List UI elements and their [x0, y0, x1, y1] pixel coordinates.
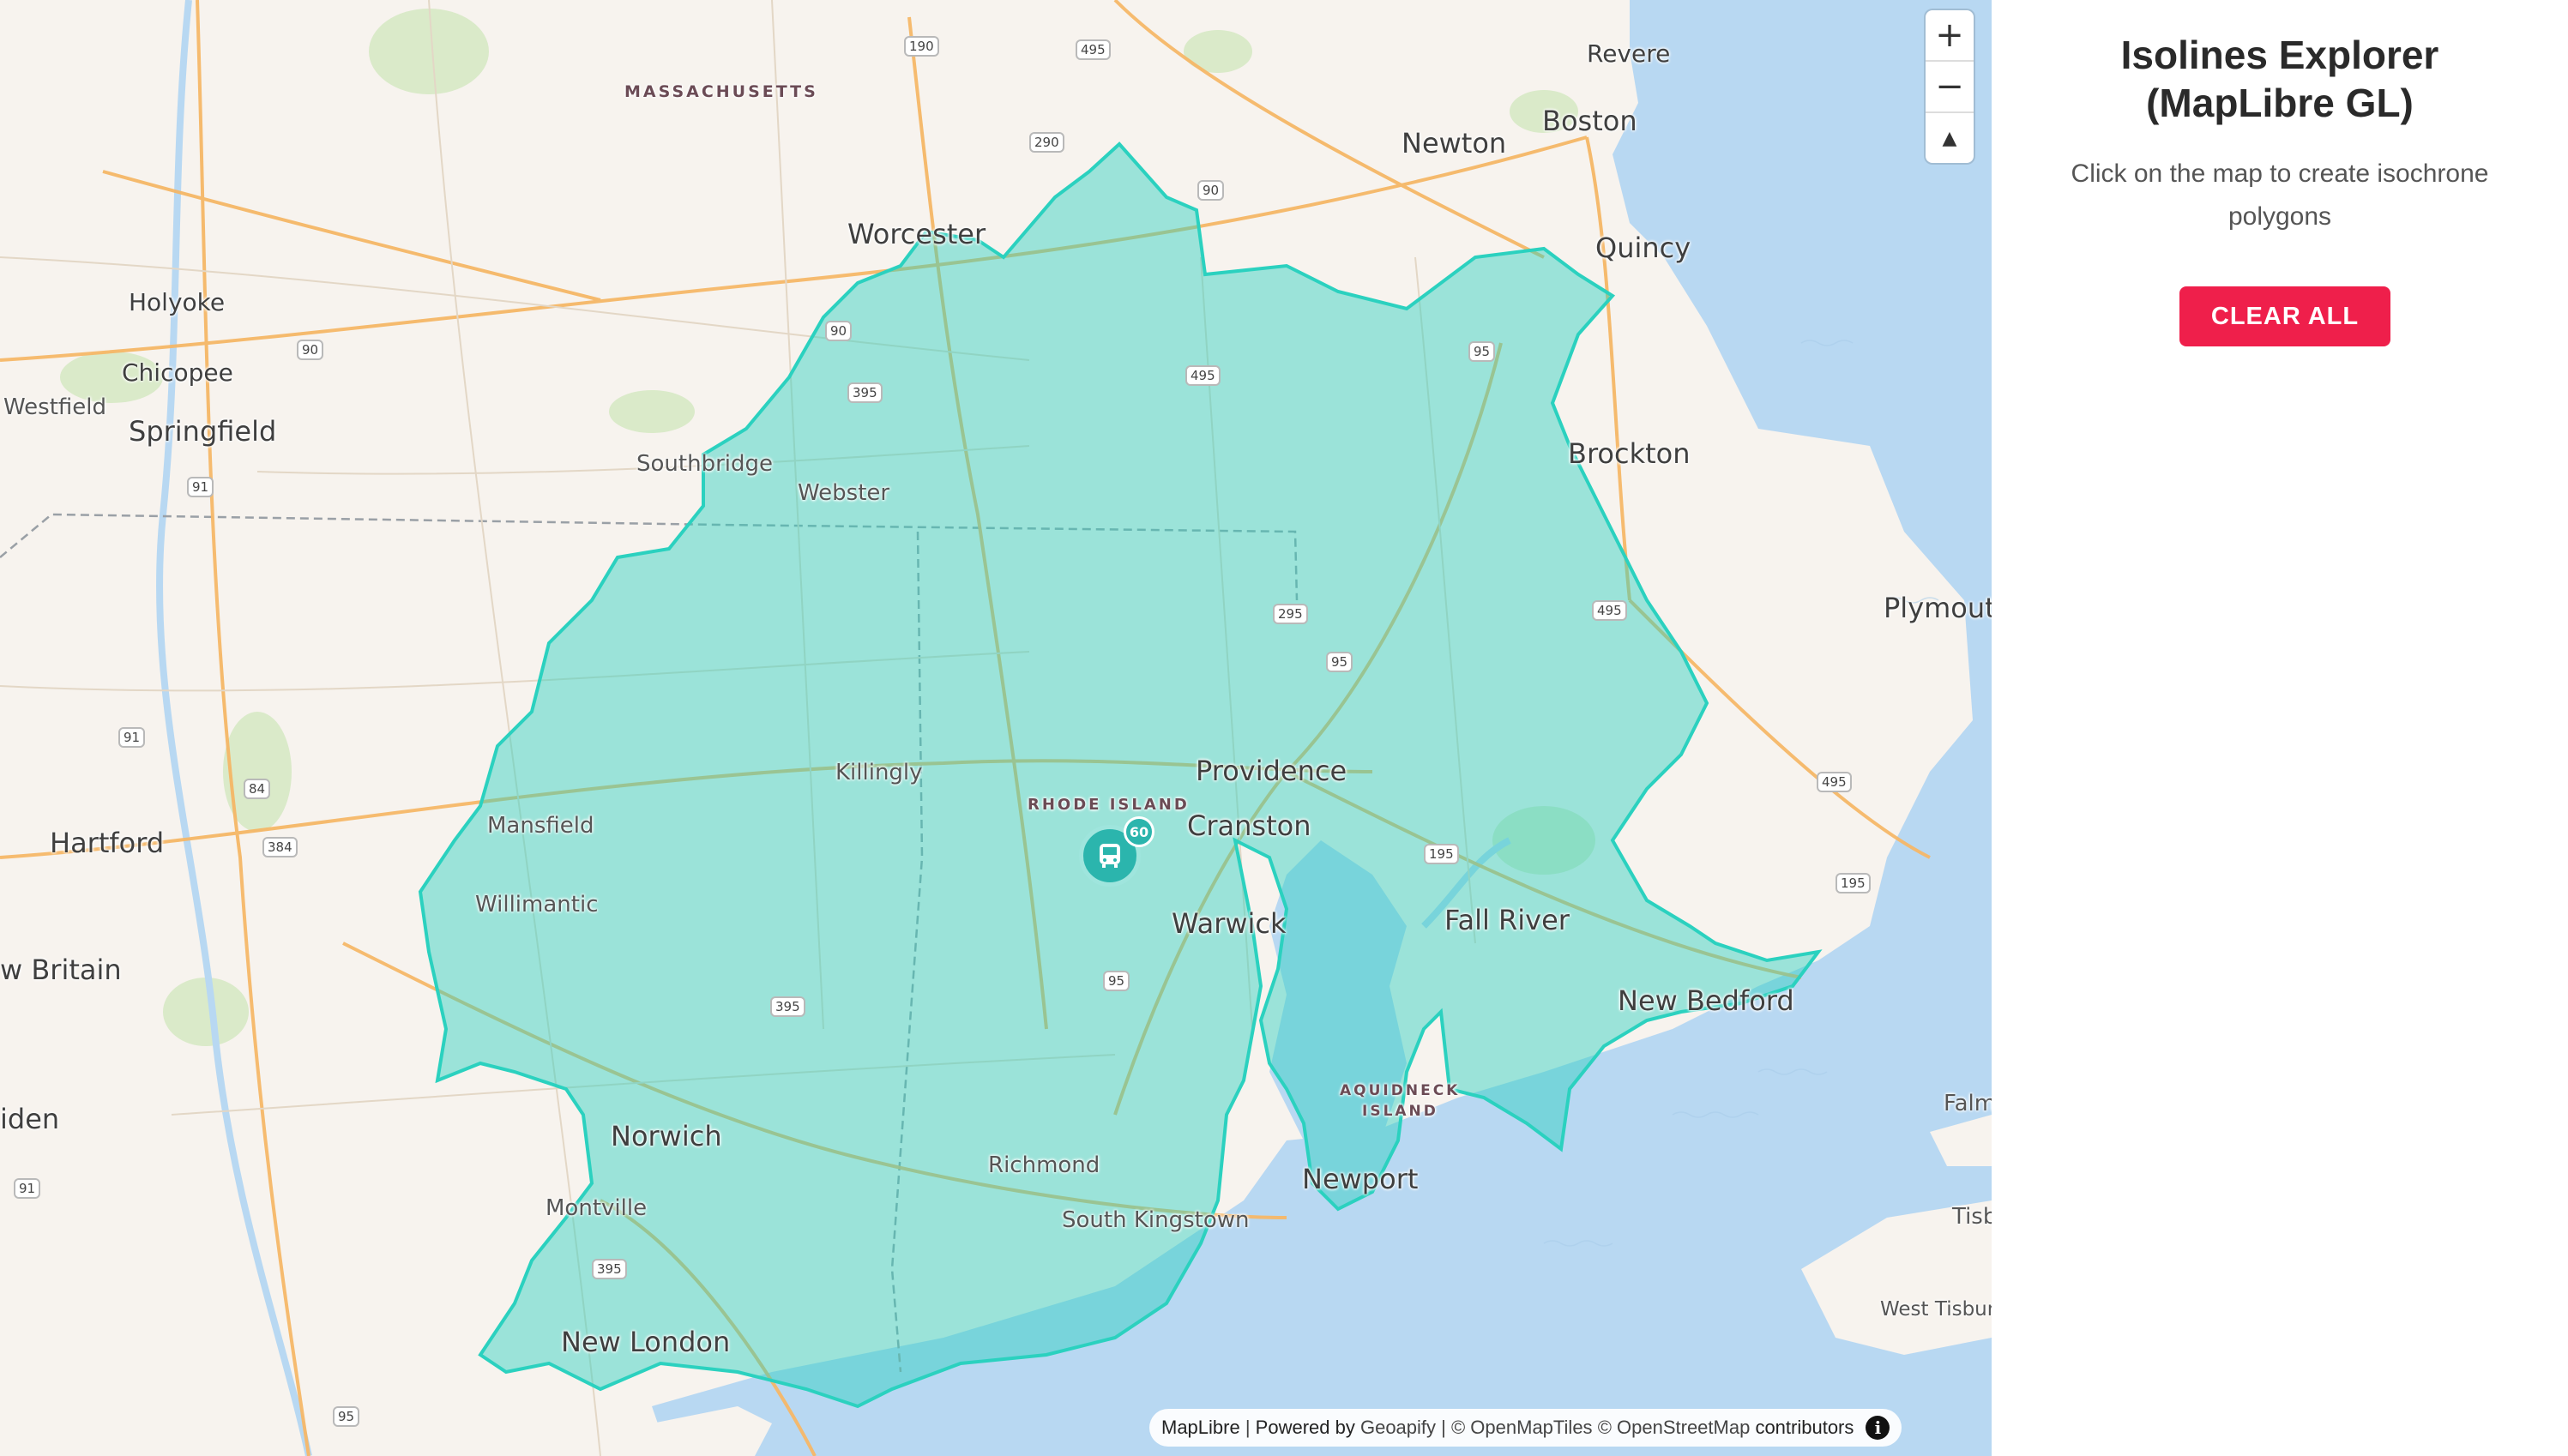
highway-shield: 395 [770, 996, 805, 1017]
label-springfield: Springfield [129, 415, 277, 448]
label-willimantic: Willimantic [475, 892, 599, 918]
label-aquidneck-island: ISLAND [1362, 1103, 1438, 1120]
attribution-separator: | [1239, 1417, 1256, 1438]
highway-shield: 395 [847, 382, 883, 403]
highway-shield: 91 [187, 477, 214, 497]
label-warwick: Warwick [1172, 907, 1287, 940]
panel-title: Isolines Explorer (MapLibre GL) [1992, 31, 2568, 127]
highway-shield: 395 [592, 1259, 627, 1279]
highway-shield: 195 [1424, 844, 1459, 864]
label-falm: Falm [1944, 1091, 1992, 1116]
clear-all-button[interactable]: CLEAR ALL [2179, 286, 2390, 346]
label-montville: Montville [546, 1195, 648, 1221]
highway-shield: 90 [297, 340, 324, 360]
label-chicopee: Chicopee [122, 358, 233, 387]
panel-title-line2: (MapLibre GL) [2146, 81, 2414, 125]
attribution-separator: | [1436, 1417, 1451, 1438]
label-worcester: Worcester [847, 218, 986, 250]
label-rhode-island: RHODE ISLAND [1028, 796, 1190, 814]
bus-icon [1100, 844, 1120, 868]
label-brockton: Brockton [1568, 437, 1691, 470]
highway-shield: 91 [118, 727, 146, 748]
highway-shield: 95 [1103, 971, 1130, 991]
openmaptiles-link[interactable]: © OpenMapTiles [1450, 1417, 1593, 1438]
panel-title-line1: Isolines Explorer [2120, 33, 2439, 77]
label-newton: Newton [1402, 127, 1507, 159]
maplibre-link[interactable]: MapLibre [1161, 1417, 1240, 1438]
highway-shield: 195 [1836, 873, 1871, 893]
zoom-out-button[interactable]: − [1926, 62, 1974, 113]
label-plymouth: Plymout [1884, 592, 1992, 624]
label-quincy: Quincy [1595, 232, 1691, 264]
label-newport: Newport [1302, 1163, 1419, 1195]
label-west-tisbury: West Tisbur [1880, 1298, 1992, 1321]
attribution: MapLibre | Powered by Geoapify | © OpenM… [1149, 1409, 1902, 1447]
compass-button[interactable]: ▲ [1926, 113, 1974, 163]
label-mansfield: Mansfield [487, 813, 594, 839]
basemap [0, 0, 1992, 1456]
openstreetmap-link[interactable]: © OpenStreetMap [1597, 1417, 1751, 1438]
label-westfield: Westfield [3, 394, 107, 420]
label-cranston: Cranston [1187, 809, 1311, 842]
highway-shield: 190 [904, 36, 939, 57]
label-providence: Providence [1196, 755, 1347, 787]
highway-shield: 384 [262, 837, 298, 857]
label-hartford: Hartford [50, 827, 165, 859]
contributors-text: contributors [1750, 1417, 1854, 1438]
highway-shield: 290 [1029, 132, 1064, 153]
label-new-britain: w Britain [0, 954, 122, 986]
label-norwich: Norwich [611, 1120, 722, 1152]
label-holyoke: Holyoke [129, 288, 226, 316]
highway-shield: 95 [333, 1406, 360, 1427]
label-tisb: Tisb [1952, 1204, 1992, 1230]
label-boston: Boston [1542, 105, 1637, 137]
label-revere: Revere [1587, 39, 1671, 68]
panel-subtitle: Click on the map to create isochrone pol… [2071, 159, 2489, 231]
label-meriden: iden [0, 1103, 60, 1135]
geoapify-link[interactable]: Geoapify [1359, 1417, 1437, 1438]
label-webster: Webster [798, 480, 890, 506]
map-canvas[interactable]: MASSACHUSETTS RHODE ISLAND AQUIDNECK ISL… [0, 0, 1992, 1456]
label-fall-river: Fall River [1444, 904, 1570, 936]
navigation-control: + − ▲ [1926, 10, 1974, 163]
compass-icon: ▲ [1942, 127, 1957, 149]
zoom-in-button[interactable]: + [1926, 10, 1974, 62]
isochrone-origin-marker[interactable] [1079, 825, 1141, 887]
side-panel: Isolines Explorer (MapLibre GL) Click on… [1992, 0, 2568, 1456]
label-aquidneck: AQUIDNECK [1340, 1082, 1461, 1099]
highway-shield: 295 [1273, 604, 1308, 624]
label-new-bedford: New Bedford [1618, 984, 1794, 1017]
highway-shield: 90 [1197, 180, 1225, 201]
highway-shield: 495 [1817, 772, 1852, 792]
highway-shield: 495 [1592, 600, 1627, 621]
marker-badge: 60 [1124, 816, 1154, 847]
highway-shield: 91 [14, 1178, 41, 1199]
label-new-london: New London [561, 1326, 731, 1358]
label-killingly: Killingly [835, 760, 923, 785]
highway-shield: 95 [1326, 652, 1353, 672]
label-southbridge: Southbridge [636, 451, 773, 477]
highway-shield: 90 [825, 321, 853, 341]
highway-shield: 84 [244, 779, 271, 799]
highway-shield: 495 [1185, 365, 1221, 386]
info-icon[interactable]: i [1866, 1416, 1890, 1440]
highway-shield: 95 [1468, 341, 1496, 362]
highway-shield: 495 [1076, 39, 1111, 60]
label-massachusetts: MASSACHUSETTS [624, 82, 818, 101]
label-south-kingstown: South Kingstown [1062, 1207, 1250, 1233]
isochrone-polygon [418, 141, 1823, 1409]
powered-by-text: Powered by [1255, 1417, 1360, 1438]
label-richmond: Richmond [988, 1152, 1100, 1178]
